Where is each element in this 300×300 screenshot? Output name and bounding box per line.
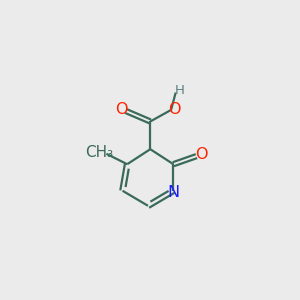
Text: O: O: [115, 102, 127, 117]
Text: H: H: [175, 84, 185, 97]
Text: O: O: [195, 148, 208, 163]
Text: CH₃: CH₃: [85, 145, 113, 160]
Text: O: O: [168, 102, 181, 117]
Text: N: N: [167, 185, 179, 200]
